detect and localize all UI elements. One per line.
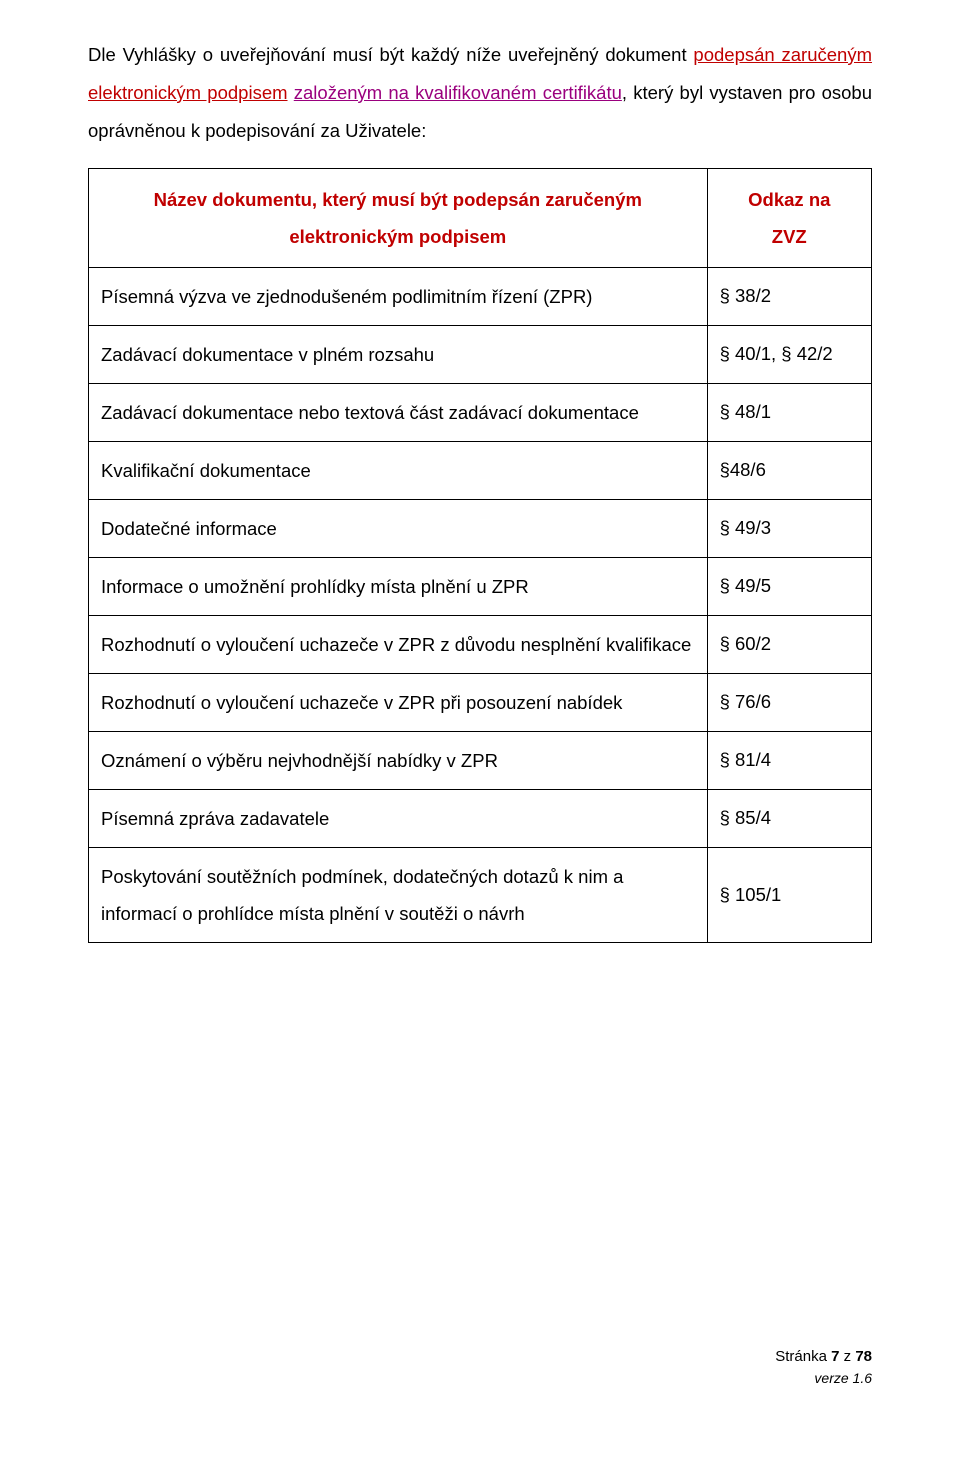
row-name: Zadávací dokumentace v plném rozsahu — [89, 325, 708, 383]
table-header-row: Název dokumentu, který musí být podepsán… — [89, 168, 872, 267]
header-document-name: Název dokumentu, který musí být podepsán… — [89, 168, 708, 267]
row-name: Oznámení o výběru nejvhodnější nabídky v… — [89, 731, 708, 789]
row-ref: § 49/5 — [707, 557, 871, 615]
intro-paragraph: Dle Vyhlášky o uveřejňování musí být kaž… — [88, 36, 872, 150]
row-name: Písemná zpráva zadavatele — [89, 789, 708, 847]
table-row: Dodatečné informace § 49/3 — [89, 499, 872, 557]
row-ref: § 49/3 — [707, 499, 871, 557]
intro-fuchsia-underline-1: založeným na kvalifikovaném certifikátu — [294, 82, 622, 103]
table-row: Zadávací dokumentace v plném rozsahu § 4… — [89, 325, 872, 383]
header-left-line2: elektronickým podpisem — [289, 226, 506, 247]
row-ref: § 38/2 — [707, 267, 871, 325]
row-ref: § 81/4 — [707, 731, 871, 789]
row-name: Rozhodnutí o vyloučení uchazeče v ZPR z … — [89, 615, 708, 673]
row-name: Poskytování soutěžních podmínek, dodateč… — [89, 847, 708, 942]
table-row: Poskytování soutěžních podmínek, dodateč… — [89, 847, 872, 942]
page-total: 78 — [855, 1348, 872, 1365]
row-ref: § 85/4 — [707, 789, 871, 847]
row-name: Informace o umožnění prohlídky místa pln… — [89, 557, 708, 615]
table-row: Informace o umožnění prohlídky místa pln… — [89, 557, 872, 615]
header-right-line1: Odkaz na — [748, 189, 830, 210]
row-ref: § 76/6 — [707, 673, 871, 731]
table-row: Zadávací dokumentace nebo textová část z… — [89, 383, 872, 441]
row-ref: § 48/1 — [707, 383, 871, 441]
row-ref: § 60/2 — [707, 615, 871, 673]
row-name: Písemná výzva ve zjednodušeném podlimitn… — [89, 267, 708, 325]
row-name: Kvalifikační dokumentace — [89, 441, 708, 499]
page-indicator: Stránka 7 z 78 — [775, 1346, 872, 1369]
row-ref: § 40/1, § 42/2 — [707, 325, 871, 383]
table-row: Písemná výzva ve zjednodušeném podlimitn… — [89, 267, 872, 325]
row-ref: §48/6 — [707, 441, 871, 499]
version-label: verze 1.6 — [775, 1368, 872, 1389]
row-name: Dodatečné informace — [89, 499, 708, 557]
row-name: Zadávací dokumentace nebo textová část z… — [89, 383, 708, 441]
table-row: Oznámení o výběru nejvhodnější nabídky v… — [89, 731, 872, 789]
table-row: Kvalifikační dokumentace §48/6 — [89, 441, 872, 499]
page-of-word: z — [839, 1348, 855, 1365]
header-reference: Odkaz na ZVZ — [707, 168, 871, 267]
table-row: Rozhodnutí o vyloučení uchazeče v ZPR př… — [89, 673, 872, 731]
row-ref: § 105/1 — [707, 847, 871, 942]
intro-text-prefix: Dle Vyhlášky o uveřejňování musí být kaž… — [88, 44, 693, 65]
table-row: Písemná zpráva zadavatele § 85/4 — [89, 789, 872, 847]
documents-table: Název dokumentu, který musí být podepsán… — [88, 168, 872, 943]
table-row: Rozhodnutí o vyloučení uchazeče v ZPR z … — [89, 615, 872, 673]
page-footer: Stránka 7 z 78 verze 1.6 — [775, 1346, 872, 1390]
header-right-line2: ZVZ — [772, 226, 807, 247]
page-word: Stránka — [775, 1348, 831, 1365]
row-name: Rozhodnutí o vyloučení uchazeče v ZPR př… — [89, 673, 708, 731]
header-left-line1: Název dokumentu, který musí být podepsán… — [154, 189, 642, 210]
